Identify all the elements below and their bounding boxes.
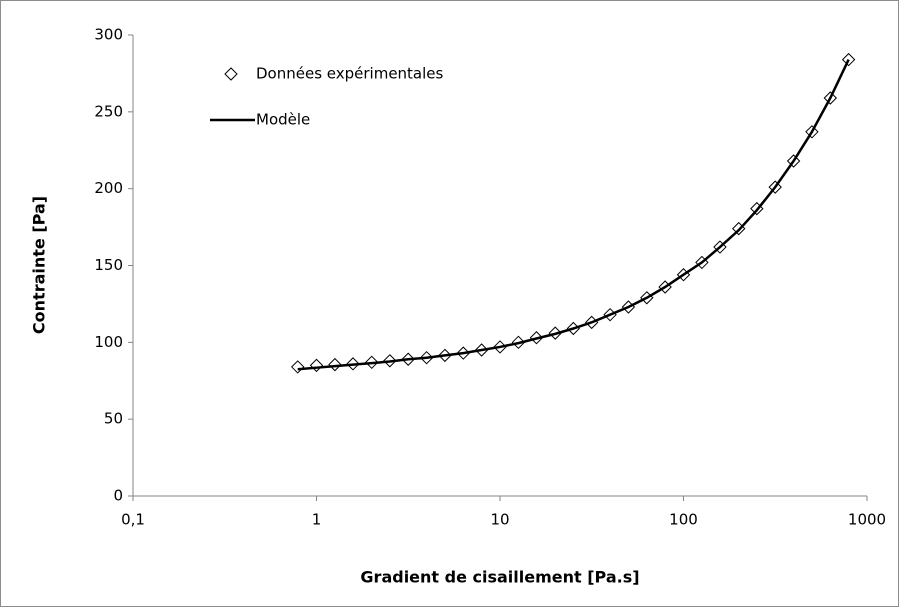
y-tick-label: 250	[94, 102, 123, 120]
y-tick-label: 150	[94, 256, 123, 274]
x-tick-label: 1	[312, 511, 322, 529]
y-tick-label: 200	[94, 179, 123, 197]
model-line	[297, 59, 850, 371]
x-tick-label: 0,1	[121, 511, 145, 529]
y-axis-title: Contrainte [Pa]	[30, 196, 49, 334]
legend-label: Modèle	[256, 111, 310, 129]
x-axis-title: Gradient de cisaillement [Pa.s]	[360, 568, 639, 587]
legend-label: Données expérimentales	[256, 65, 444, 83]
x-tick-label: 10	[490, 511, 509, 529]
y-tick-label: 0	[113, 487, 123, 505]
x-tick-label: 1000	[848, 511, 886, 529]
y-tick-label: 300	[94, 26, 123, 44]
x-tick-label: 100	[669, 511, 698, 529]
y-tick-label: 50	[104, 410, 123, 428]
y-tick-label: 100	[94, 333, 123, 351]
legend-marker	[224, 67, 238, 81]
data-point	[291, 360, 305, 374]
